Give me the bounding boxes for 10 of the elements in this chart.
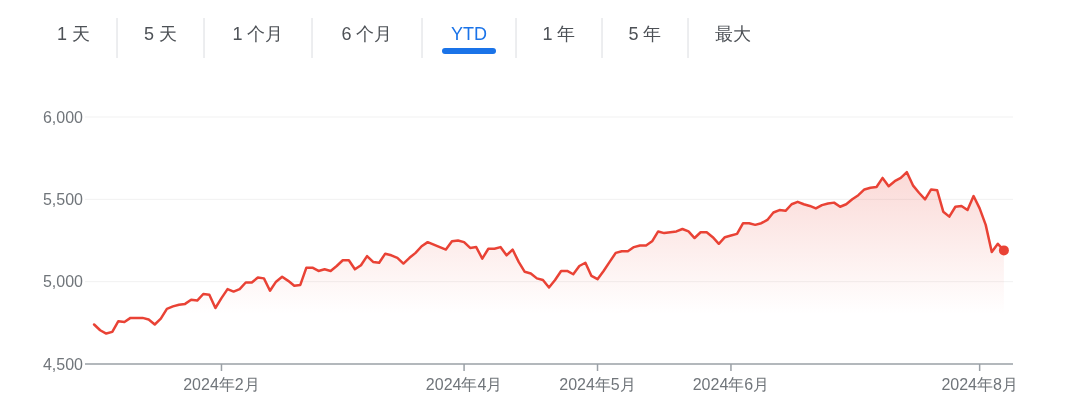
x-tick-label: 2024年2月 (183, 376, 260, 393)
x-tick-label: 2024年8月 (941, 376, 1018, 393)
y-tick-label: 4,500 (42, 355, 84, 373)
y-tick-label: 5,500 (42, 190, 84, 208)
y-tick-label: 6,000 (42, 108, 84, 126)
x-tick-label: 2024年4月 (425, 376, 503, 393)
x-tick-label: 2024年5月 (559, 376, 636, 393)
y-tick-label: 5,000 (42, 273, 84, 291)
range-tabs: 1 天 5 天 1 个月 6 个月 YTD 1 年 5 年 最大 (57, 17, 751, 59)
x-tick-label: 2024年6月 (692, 376, 770, 393)
